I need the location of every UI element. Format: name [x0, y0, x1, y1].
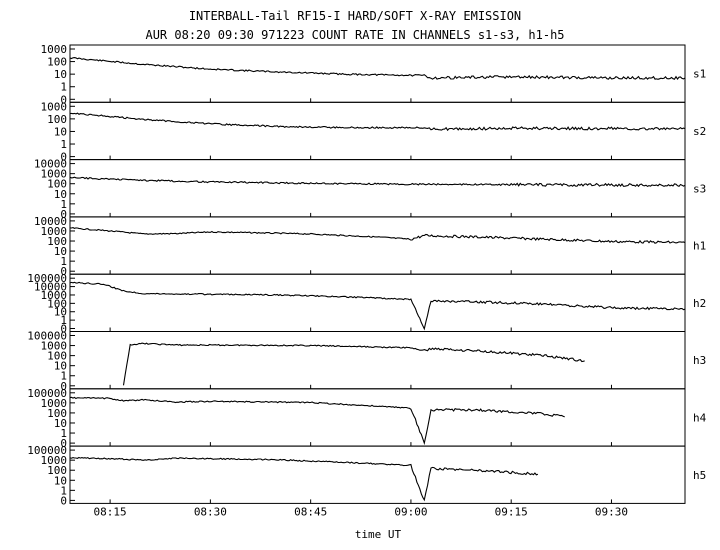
channel-label: h2 [693, 297, 706, 310]
x-axis: 08:15 08:30 08:45 09:00 09:15 09:30 [94, 505, 628, 518]
y-tick-label: 0 [60, 208, 67, 221]
panel-frame [69, 273, 686, 333]
y-tick-label: 1 [60, 198, 67, 211]
y-tick-label: 0 [60, 265, 67, 278]
y-tick-label: 10 [54, 125, 67, 138]
y-tick-label: 10000 [34, 158, 67, 171]
y-tick-label: 10 [54, 474, 67, 487]
y-tick-label: 10 [54, 245, 67, 258]
y-tick-label: 1000 [41, 168, 68, 181]
y-tick-label: 100 [47, 113, 67, 126]
y-tick-label: 0 [60, 93, 67, 106]
channel-label: s3 [693, 182, 706, 195]
y-tick-label: 1 [60, 314, 67, 327]
x-tick-label: 09:15 [495, 505, 528, 518]
x-axis-label: time UT [355, 528, 402, 541]
y-tick-label: 100 [47, 235, 67, 248]
y-tick-label: 100000 [27, 387, 67, 400]
y-tick-label: 10000 [34, 215, 67, 228]
panel-frame [69, 44, 686, 103]
y-tick-label: 1000 [41, 100, 68, 113]
series-line-s2 [69, 112, 686, 132]
y-tick-label: 10000 [34, 281, 67, 294]
chart-subtitle: AUR 08:20 09:30 971223 COUNT RATE IN CHA… [145, 28, 564, 42]
y-tick-label: 1000 [41, 289, 68, 302]
x-tick-label: 09:00 [394, 505, 427, 518]
panel-frame [69, 331, 686, 390]
series-line-s3 [69, 176, 686, 188]
panel-frame [69, 388, 686, 447]
panel-frame [69, 445, 686, 504]
y-tick-label: 1000 [41, 43, 68, 56]
channel-label: s1 [693, 68, 706, 81]
y-tick-label: 0 [60, 323, 67, 336]
y-tick-label: 100000 [27, 444, 67, 457]
x-tick-label: 08:30 [194, 505, 227, 518]
series-line-s1 [69, 57, 686, 81]
y-tick-label: 100 [47, 350, 67, 363]
chart-title: INTERBALL-Tail RF15-I HARD/SOFT X-RAY EM… [189, 9, 521, 23]
series-line-h3 [122, 342, 585, 386]
y-tick-label: 1 [60, 370, 67, 383]
y-tick-label: 1 [60, 255, 67, 268]
y-tick-label: 1 [60, 427, 67, 440]
y-tick-label: 10 [54, 417, 67, 430]
y-tick-label: 1000 [41, 454, 68, 467]
y-tick-label: 100000 [27, 330, 67, 343]
series-line-h1 [69, 227, 686, 244]
series-line-h2 [69, 281, 686, 331]
y-tick-label: 1 [60, 138, 67, 151]
y-tick-label: 100000 [27, 272, 67, 285]
y-tick-label: 1000 [41, 340, 68, 353]
y-tick-label: 10 [54, 306, 67, 319]
panel-frame [69, 101, 686, 161]
panel-frame [69, 159, 686, 218]
x-tick-label: 09:30 [595, 505, 628, 518]
panel-frame [69, 216, 686, 275]
channel-label: h1 [693, 240, 706, 253]
channel-label: h5 [693, 469, 706, 482]
y-tick-label: 0 [60, 380, 67, 393]
y-tick-label: 1 [60, 484, 67, 497]
y-tick-label: 100 [47, 56, 67, 69]
channel-label: h4 [693, 411, 707, 424]
y-tick-label: 10 [54, 68, 67, 81]
y-tick-label: 1000 [41, 397, 68, 410]
panels-group: 10001001010s110001001010s210000100010010… [27, 43, 706, 507]
y-tick-label: 10 [54, 188, 67, 201]
y-tick-label: 1 [60, 81, 67, 94]
y-tick-label: 1000 [41, 225, 68, 238]
x-tick-label: 08:45 [294, 505, 327, 518]
series-line-h5 [69, 456, 539, 502]
channel-label: h3 [693, 354, 706, 367]
y-tick-label: 100 [47, 297, 67, 310]
channel-label: s2 [693, 125, 706, 138]
y-tick-label: 10 [54, 360, 67, 373]
x-tick-label: 08:15 [94, 505, 127, 518]
y-tick-label: 100 [47, 407, 67, 420]
series-line-h4 [69, 396, 565, 446]
y-tick-label: 0 [60, 494, 67, 507]
y-tick-label: 100 [47, 464, 67, 477]
y-tick-label: 100 [47, 178, 67, 191]
y-tick-label: 0 [60, 151, 67, 164]
y-tick-label: 0 [60, 437, 67, 450]
